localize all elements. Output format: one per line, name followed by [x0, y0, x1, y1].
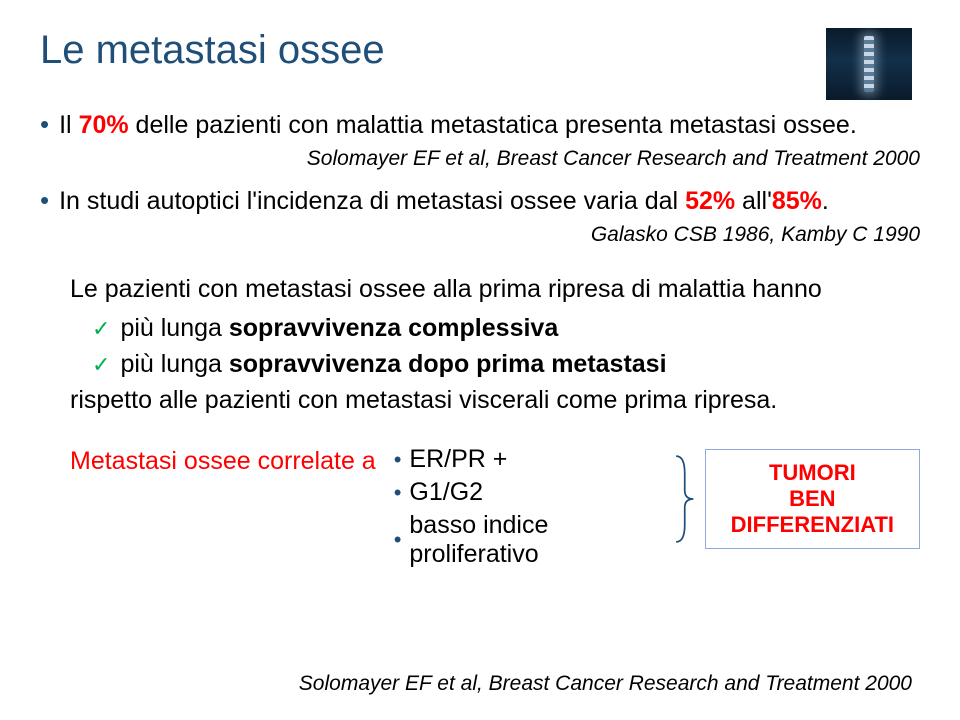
box-line-1: TUMORI [720, 460, 905, 486]
bullet-dot-icon: • [394, 480, 402, 506]
citation-1: Solomayer EF et al, Breast Cancer Resear… [40, 147, 920, 171]
xray-spine-graphic [864, 36, 874, 92]
bullet-dot-icon: • [40, 185, 49, 215]
checkmark-icon: ✓ [92, 314, 110, 344]
check-2-text: più lunga sopravvivenza dopo prima metas… [120, 350, 666, 379]
corr-item-a-text: ER/PR + [409, 445, 507, 474]
bullet-dot-icon: • [394, 447, 402, 473]
corr-item-c: • basso indice proliferativo [394, 511, 649, 569]
xray-thumbnail [826, 28, 912, 100]
check-1-text: più lunga sopravvivenza complessiva [120, 314, 558, 343]
citation-2: Galasko CSB 1986, Kamby C 1990 [40, 223, 920, 247]
bullet-2: • In studi autoptici l'incidenza di meta… [40, 185, 920, 217]
bullet-1-text: Il 70% delle pazienti con malattia metas… [59, 109, 857, 141]
bullet-2-pre: In studi autoptici l'incidenza di metast… [59, 187, 685, 215]
correlation-list: • ER/PR + • G1/G2 • basso indice prolife… [394, 445, 649, 573]
bullet-dot-icon: • [394, 527, 402, 553]
corr-item-a: • ER/PR + [394, 445, 649, 474]
bullet-1-post: delle pazienti con malattia metastatica … [129, 111, 857, 139]
curly-brace-icon [671, 445, 697, 553]
bullet-2-pct2: 85% [772, 187, 822, 215]
check-1-bold: sopravvivenza complessiva [229, 314, 558, 342]
correlation-label: Metastasi ossee correlate a [70, 445, 376, 476]
bullet-2-pct1: 52% [685, 187, 735, 215]
check-2: ✓ più lunga sopravvivenza dopo prima met… [92, 350, 920, 380]
subhead: Le pazienti con metastasi ossee alla pri… [70, 275, 920, 304]
bullet-1-pre: Il [59, 111, 78, 139]
correlation-row: Metastasi ossee correlate a • ER/PR + • … [70, 445, 920, 573]
bullet-2-post: . [822, 187, 829, 215]
corr-item-b-text: G1/G2 [409, 478, 483, 507]
corr-item-b: • G1/G2 [394, 478, 649, 507]
box-line-2: BEN DIFFERENZIATI [720, 486, 905, 538]
check-2-pre: più lunga [120, 350, 228, 378]
brace-wrap: TUMORI BEN DIFFERENZIATI [671, 445, 920, 553]
check-1: ✓ più lunga sopravvivenza complessiva [92, 314, 920, 344]
after-checks-text: rispetto alle pazienti con metastasi vis… [70, 386, 920, 415]
page-title: Le metastasi ossee [40, 28, 920, 73]
tumor-box: TUMORI BEN DIFFERENZIATI [705, 449, 920, 549]
footer-citation: Solomayer EF et al, Breast Cancer Resear… [299, 672, 912, 696]
check-2-bold: sopravvivenza dopo prima metastasi [229, 350, 667, 378]
check-1-pre: più lunga [120, 314, 228, 342]
bullet-1-pct: 70% [79, 111, 129, 139]
bullet-1: • Il 70% delle pazienti con malattia met… [40, 109, 920, 141]
checkmark-icon: ✓ [92, 350, 110, 380]
corr-item-c-text: basso indice proliferativo [409, 511, 648, 569]
bullet-2-mid: all' [735, 187, 772, 215]
bullet-2-text: In studi autoptici l'incidenza di metast… [59, 185, 829, 217]
bullet-dot-icon: • [40, 109, 49, 139]
